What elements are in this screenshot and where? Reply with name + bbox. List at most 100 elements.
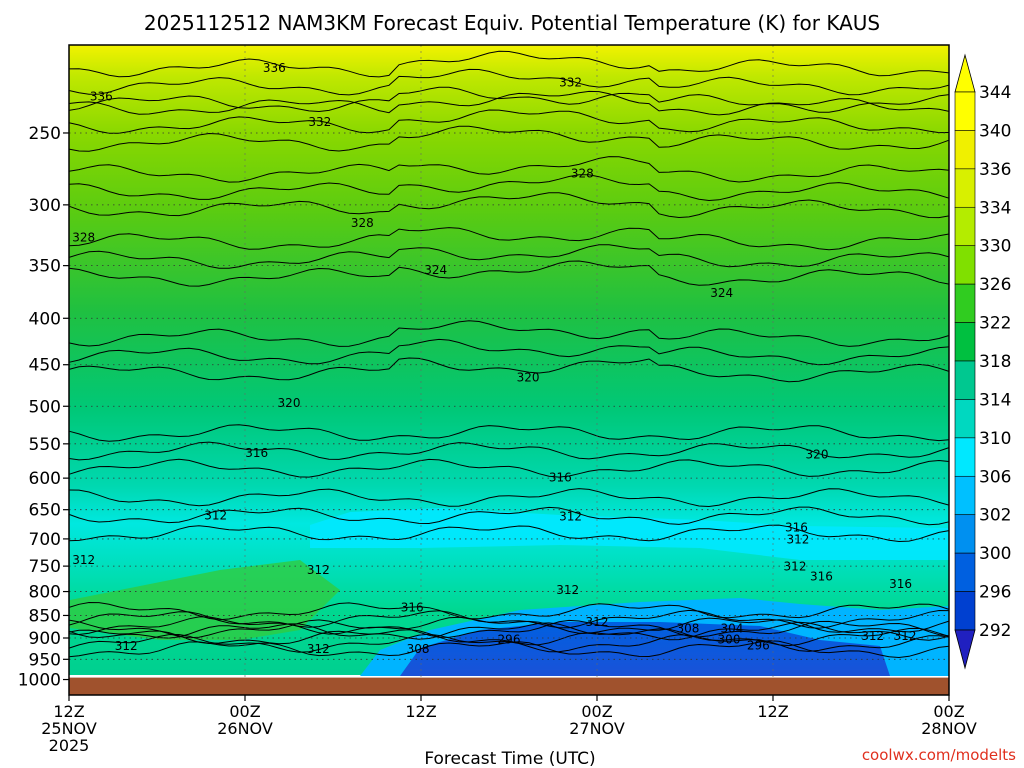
contour-label: 304 (720, 622, 743, 636)
contour-line-336 (68, 50, 950, 78)
contour-label: 312 (72, 553, 95, 567)
colorbar-swatch (954, 206, 976, 247)
contour-line-328 (68, 174, 950, 202)
plot-frame (68, 44, 950, 696)
x-tick-label: 00Z (581, 702, 612, 721)
colorbar-swatch (954, 514, 976, 554)
contour-line-336 (68, 68, 950, 96)
contour-label: 316 (549, 470, 572, 484)
colorbar-label: 314 (979, 390, 1011, 410)
contour-line-320 (68, 357, 950, 383)
contour-line-320 (68, 338, 950, 366)
colorbar-swatch (954, 591, 976, 631)
contour-label: 316 (889, 577, 912, 591)
contour-line-300 (68, 616, 950, 636)
contour-label: 312 (559, 509, 582, 523)
x-tick-label: 00Z (229, 702, 260, 721)
colorbar-label: 318 (979, 352, 1011, 372)
colorbar-label: 292 (979, 621, 1011, 641)
y-tick-label: 900 (29, 629, 61, 649)
contour-label: 324 (710, 286, 733, 300)
contour-line-316 (68, 424, 950, 442)
colorbar-label: 310 (979, 429, 1011, 449)
y-tick-label: 450 (29, 356, 61, 376)
x-tick-label: 12Z (757, 702, 788, 721)
colorbar-bottom-arrow (954, 629, 976, 670)
contour-line-332 (68, 109, 950, 134)
contour-line-336 (68, 86, 950, 113)
contour-line-304 (68, 627, 950, 647)
colorbar-swatch (954, 399, 976, 439)
y-tick-label: 800 (29, 583, 61, 603)
contour-label: 312 (586, 615, 609, 629)
y-tick-label: 850 (29, 606, 61, 626)
x-tick-label: 26NOV (217, 719, 273, 738)
colorbar-swatch (954, 475, 976, 516)
y-tick-label: 350 (29, 257, 61, 277)
y-tick-label: 1000 (18, 671, 61, 691)
x-axis-label: Forecast Time (UTC) (424, 749, 595, 768)
contour-label: 296 (747, 638, 770, 652)
colorbar-label: 300 (979, 544, 1011, 564)
x-tick-label: 28NOV (921, 719, 977, 738)
contour-line-328 (68, 192, 950, 219)
contour-label: 328 (351, 216, 374, 230)
colorbar-swatch (954, 168, 976, 208)
contour-label: 336 (263, 61, 286, 75)
plot-area: 3363363323323283283283243243203203203163… (68, 44, 950, 696)
y-tick-label: 750 (29, 557, 61, 577)
contour-line-316 (68, 441, 950, 461)
contour-label: 320 (278, 396, 301, 410)
cool-mid-layer (310, 508, 949, 560)
colorbar-swatch (954, 322, 976, 362)
gridlines (69, 45, 949, 695)
y-tick-label: 550 (29, 435, 61, 455)
contour-label: 312 (556, 583, 579, 597)
surface-ground-band (69, 677, 949, 695)
contour-line-320 (68, 320, 950, 347)
cold-pool-core (400, 622, 890, 676)
contour-line-316 (68, 458, 950, 478)
colorbar-label: 330 (979, 237, 1011, 257)
credit-text: coolwx.com/modelts (862, 746, 1016, 764)
x-tick-label: 00Z (933, 702, 964, 721)
colorbar-top-arrow (954, 53, 976, 93)
contour-label: 316 (401, 600, 424, 614)
contour-line-296 (68, 640, 950, 659)
field-background (69, 45, 949, 675)
contour-label: 312 (115, 639, 138, 653)
y-tick-label: 250 (29, 124, 61, 144)
contour-label: 312 (307, 563, 330, 577)
contour-line-328 (68, 156, 950, 183)
contour-line-308 (68, 619, 950, 639)
contour-label: 332 (559, 76, 582, 90)
contour-line-296 (68, 621, 950, 641)
colorbar-swatch (954, 91, 976, 131)
contour-label: 296 (498, 632, 521, 646)
contour-label: 328 (571, 166, 594, 180)
contour-label: 332 (308, 115, 331, 129)
y-tick-label: 950 (29, 650, 61, 670)
x-tick-label: 25NOV (41, 719, 97, 738)
y-tick-label: 700 (29, 530, 61, 550)
colorbar-swatch (954, 130, 976, 170)
contour-label: 312 (786, 532, 809, 546)
colorbar-label: 302 (979, 506, 1011, 526)
contour-labels: 3363363323323283283283243243203203203163… (72, 61, 916, 656)
colorbar-label: 322 (979, 314, 1011, 334)
contour-label: 316 (245, 446, 268, 460)
contour-label: 312 (784, 560, 807, 574)
x-tick-label: 12Z (405, 702, 436, 721)
colorbar: 344 340 336 334 330 326 322 318 314 310 306 302 300 2… (954, 53, 1011, 670)
colorbar-swatch (954, 283, 976, 323)
colorbar-swatch (954, 552, 976, 592)
colorbar-label: 326 (979, 275, 1011, 295)
contour-label: 316 (785, 520, 808, 534)
contour-label: 324 (424, 263, 447, 277)
contour-line-332 (68, 90, 950, 116)
contour-line-312 (68, 506, 950, 526)
colorbar-label: 344 (979, 83, 1011, 103)
contour-label: 320 (517, 371, 540, 385)
contour-line-308 (68, 601, 950, 621)
